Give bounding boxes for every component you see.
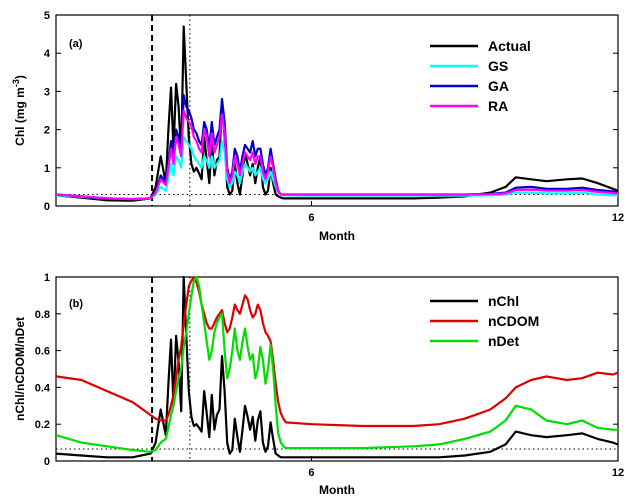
panel-label: (a) <box>69 38 83 50</box>
x-axis-title: Month <box>319 229 355 243</box>
x-tick-label: 6 <box>308 212 314 224</box>
legend-label-nchl: nChl <box>488 293 519 309</box>
x-tick-label: 6 <box>308 467 314 479</box>
legend-label-ndet: nDet <box>488 333 519 349</box>
series-line-gs <box>55 136 618 201</box>
y-tick-label: 0 <box>44 201 50 213</box>
y-axis-title: Chl (mg m-3) <box>11 75 27 146</box>
y-axis-title-close: ) <box>13 75 27 79</box>
y-axis-title-main: Chl (mg m <box>13 87 27 146</box>
y-tick-label: 1 <box>44 163 50 175</box>
plot-area-frame <box>55 276 619 462</box>
legend-label-ra: RA <box>488 98 508 114</box>
y-tick-label: 5 <box>44 10 50 22</box>
y-axis-title-main: nChl/nCDOM/nDet <box>13 317 27 421</box>
plot-area-frame <box>55 14 619 207</box>
series-line-nchl <box>55 275 619 459</box>
y-tick-label: 0.4 <box>35 382 51 394</box>
legend-label-gs: GS <box>488 58 508 74</box>
x-tick-label: 12 <box>612 467 624 479</box>
y-tick-label: 2 <box>44 125 50 137</box>
y-tick-label: 0.2 <box>35 419 50 431</box>
y-axis-title: nChl/nCDOM/nDet <box>13 317 27 421</box>
y-tick-label: 0 <box>44 456 50 468</box>
legend-label-ga: GA <box>488 78 509 94</box>
y-tick-label: 3 <box>44 86 50 98</box>
x-axis-title: Month <box>319 483 355 497</box>
y-axis-title-superscript: -3 <box>11 79 21 87</box>
legend-label-ncdom: nCDOM <box>488 313 539 329</box>
series-line-ra <box>55 109 619 201</box>
series-line-ndet <box>55 275 618 453</box>
chart-panel-b: 0 0.2 0.4 0.6 0.8 1 6 12 Month nChl/nCDOM/nDet (b)… <box>13 272 624 497</box>
x-tick-label: 12 <box>612 212 624 224</box>
y-tick-label: 4 <box>44 48 51 60</box>
series-line-ncdom <box>55 275 619 428</box>
panel-label: (b) <box>69 298 83 310</box>
series-line-actual <box>55 25 619 202</box>
y-tick-label: 0.8 <box>35 309 50 321</box>
y-tick-label: 0.6 <box>35 346 50 358</box>
y-tick-label: 1 <box>44 272 50 284</box>
series-line-ga <box>55 94 619 201</box>
legend-label-actual: Actual <box>488 38 531 54</box>
